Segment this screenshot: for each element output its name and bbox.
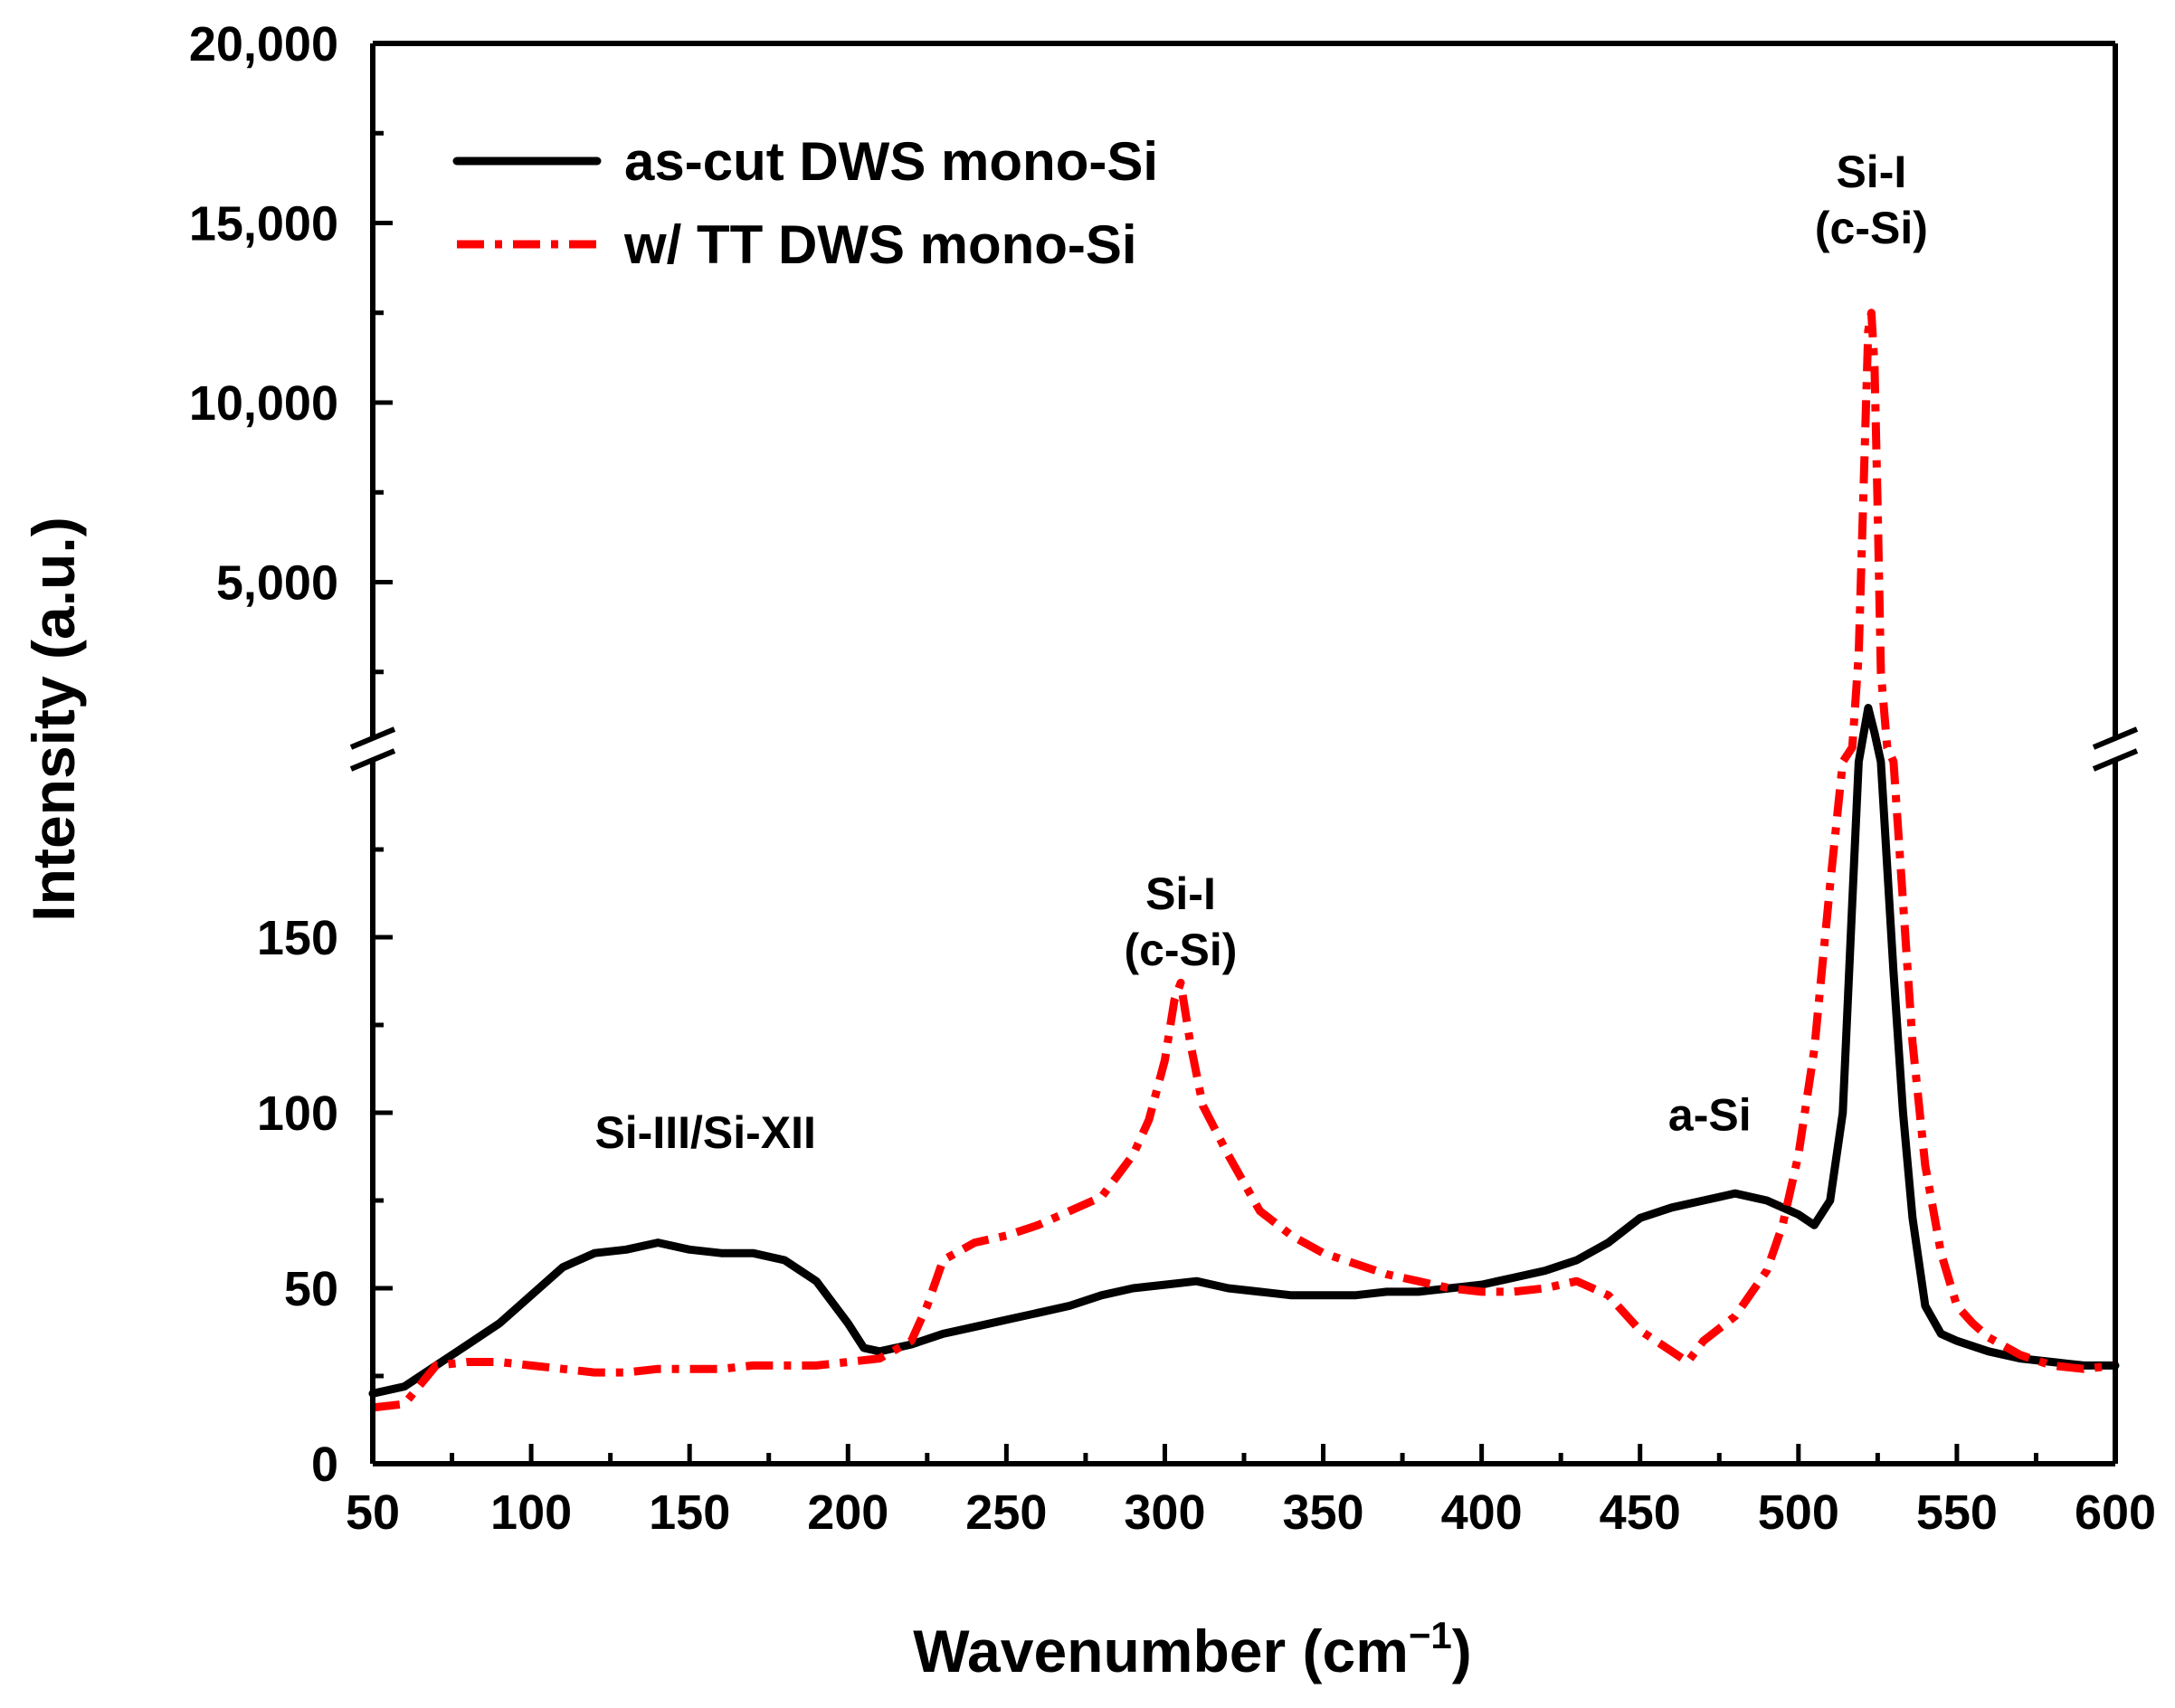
peak-annotations: Si-III/Si-XII Si-I (c-Si) a-Si Si-I (c-Si) xyxy=(594,147,1927,1158)
y-lower-tick-label-0: 0 xyxy=(311,1438,338,1492)
x-tick-label-450: 450 xyxy=(1600,1485,1681,1540)
series-line-as-cut xyxy=(368,704,2120,1398)
series-line-tt xyxy=(372,308,2116,1412)
y-upper-tick-label-5000: 5,000 xyxy=(216,556,338,611)
axes-frame xyxy=(349,41,2139,1466)
annotation-1-line-0: Si-I xyxy=(1145,868,1216,919)
axis-break-mark-right-1 xyxy=(2092,726,2139,750)
y-upper-tick-label-20000: 20,000 xyxy=(189,17,338,71)
x-tick-label-350: 350 xyxy=(1282,1485,1363,1540)
series-layer xyxy=(368,308,2120,1412)
legend-label-1: w/ TT DWS mono-Si xyxy=(623,214,1137,275)
x-tick-label-50: 50 xyxy=(346,1485,400,1540)
axis-break-mark-left-1 xyxy=(349,726,396,750)
y-upper-tick-label-10000: 10,000 xyxy=(189,376,338,431)
legend-label-0: as-cut DWS mono-Si xyxy=(624,131,1158,192)
y-upper-tick-label-15000: 15,000 xyxy=(189,197,338,251)
annotation-2: a-Si xyxy=(1668,1089,1752,1140)
x-axis-title-text: Wavenumber (cm xyxy=(913,1618,1409,1684)
annotation-2-line-0: a-Si xyxy=(1668,1089,1752,1140)
x-tick-label-550: 550 xyxy=(1916,1485,1998,1540)
y-lower-tick-label-50: 50 xyxy=(284,1262,338,1316)
y-lower-tick-label-100: 100 xyxy=(257,1086,338,1141)
annotation-3: Si-I (c-Si) xyxy=(1815,147,1928,253)
axis-break-mark-left-2 xyxy=(349,748,396,772)
annotation-0: Si-III/Si-XII xyxy=(594,1107,815,1158)
x-axis-title-superscript: −1 xyxy=(1409,1614,1452,1656)
x-tick-label-100: 100 xyxy=(490,1485,572,1540)
y-lower-tick-label-150: 150 xyxy=(257,911,338,965)
y-axis-title: Intensity (a.u.) xyxy=(20,517,87,921)
x-tick-label-250: 250 xyxy=(965,1485,1047,1540)
tick-labels: 50 100 150 200 250 300 350 400 450 500 550 60005010… xyxy=(189,17,2156,1540)
x-axis-title-close: ) xyxy=(1452,1618,1472,1684)
x-tick-label-500: 500 xyxy=(1758,1485,1839,1540)
x-tick-label-200: 200 xyxy=(807,1485,888,1540)
annotation-3-line-0: Si-I xyxy=(1836,147,1906,197)
x-tick-label-400: 400 xyxy=(1441,1485,1523,1540)
annotation-3-line-1: (c-Si) xyxy=(1815,203,1928,253)
x-tick-label-150: 150 xyxy=(649,1485,730,1540)
annotation-0-line-0: Si-III/Si-XII xyxy=(594,1107,815,1158)
axis-break-mark-right-2 xyxy=(2092,748,2139,772)
x-axis-title: Wavenumber (cm−1) xyxy=(913,1614,1472,1684)
x-tick-label-300: 300 xyxy=(1124,1485,1205,1540)
legend: as-cut DWS mono-Si w/ TT DWS mono-Si xyxy=(452,131,1158,275)
annotation-1: Si-I (c-Si) xyxy=(1124,868,1237,975)
x-tick-label-600: 600 xyxy=(2075,1485,2156,1540)
annotation-1-line-1: (c-Si) xyxy=(1124,925,1237,975)
axis-ticks xyxy=(370,41,2118,1466)
